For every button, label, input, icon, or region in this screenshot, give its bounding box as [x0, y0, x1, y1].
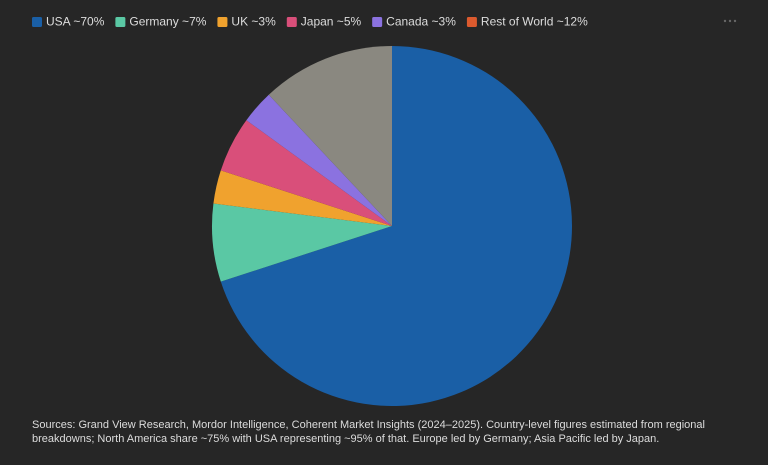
legend-label: UK ~3%: [231, 15, 276, 29]
legend-label: Canada ~3%: [386, 15, 456, 29]
chart: USA ~70% Germany ~7% UK ~3% Japan ~5% Canada…: [32, 15, 737, 407]
menu-dot: [733, 19, 737, 23]
pie-slice: [220, 46, 572, 407]
legend-label: Japan ~5%: [301, 15, 362, 29]
legend-swatch: [217, 17, 228, 27]
menu-dot: [728, 19, 732, 23]
legend-label: Rest of World ~12%: [481, 15, 588, 29]
legend-swatch: [115, 17, 126, 27]
pie-slice: [220, 120, 392, 226]
source-note: Sources: Grand View Research, Mordor Int…: [32, 419, 705, 445]
menu-icon[interactable]: [723, 19, 737, 23]
pie-slice: [268, 46, 392, 226]
legend-swatch: [372, 17, 383, 27]
legend-swatch: [32, 17, 42, 27]
legend-label: USA ~70%: [46, 15, 105, 29]
legend-label: Germany ~7%: [129, 15, 206, 29]
legend-swatch: [286, 17, 297, 27]
menu-dot: [723, 19, 727, 23]
pie-slice: [246, 94, 392, 226]
pie-slice: [212, 203, 392, 282]
pie-slice: [213, 170, 392, 226]
legend-swatch: [466, 17, 477, 27]
